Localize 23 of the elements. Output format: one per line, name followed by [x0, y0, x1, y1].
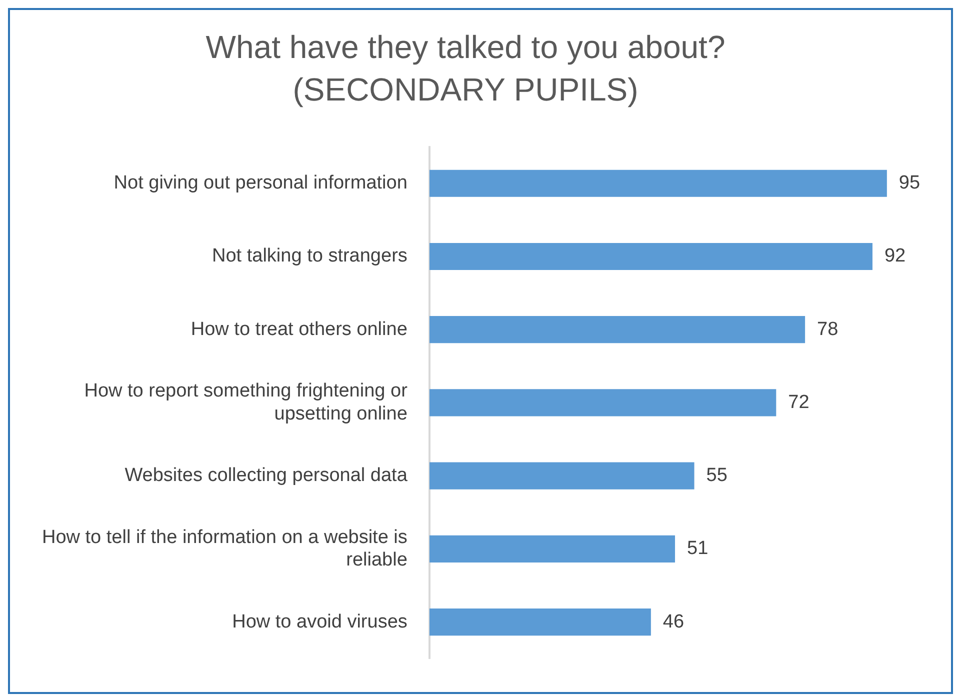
y-tick-label: Not giving out personal information [114, 172, 408, 194]
bar [429, 170, 887, 197]
y-tick-label: Not talking to strangers [212, 246, 408, 267]
data-label: 72 [788, 392, 810, 413]
bar [429, 242, 872, 270]
bar [429, 389, 776, 416]
data-label: 78 [817, 318, 838, 340]
chart-subtitle: (SECONDARY PUPILS) [292, 71, 638, 108]
chart-title: What have they talked to you about? [206, 29, 726, 66]
y-tick-label: How to avoid viruses [232, 611, 408, 632]
y-tick-label: How to treat others online [190, 318, 408, 340]
bar [429, 608, 651, 636]
data-label: 92 [884, 246, 906, 267]
bar [429, 535, 676, 562]
data-label: 46 [662, 611, 684, 632]
y-tick-label: Websites collecting personal data [124, 465, 408, 486]
data-label: 95 [898, 172, 920, 194]
bar [429, 316, 806, 344]
bar [429, 462, 694, 490]
y-tick-label: How to report something frightening or upsetting online [84, 380, 408, 424]
data-label: 55 [706, 465, 728, 486]
data-label: 51 [687, 538, 708, 560]
y-tick-label: How to tell if the information on a website is reliable [42, 526, 408, 571]
